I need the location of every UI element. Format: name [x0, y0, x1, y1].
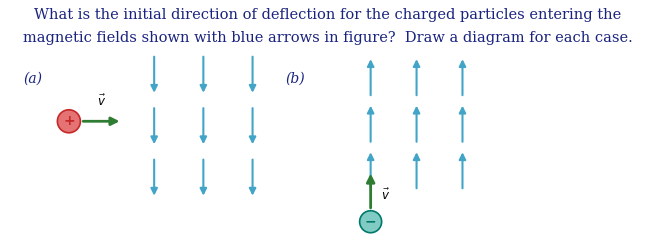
Text: What is the initial direction of deflection for the charged particles entering t: What is the initial direction of deflect… — [34, 8, 622, 22]
Text: $\vec{v}$: $\vec{v}$ — [97, 94, 106, 109]
Text: (a): (a) — [23, 71, 42, 86]
Circle shape — [57, 110, 81, 133]
Text: +: + — [63, 114, 75, 128]
Text: (b): (b) — [285, 71, 305, 86]
Circle shape — [359, 211, 382, 233]
Text: magnetic fields shown with blue arrows in figure?  Draw a diagram for each case.: magnetic fields shown with blue arrows i… — [23, 31, 633, 45]
Text: $\vec{v}$: $\vec{v}$ — [380, 188, 390, 203]
Text: −: − — [365, 215, 377, 229]
